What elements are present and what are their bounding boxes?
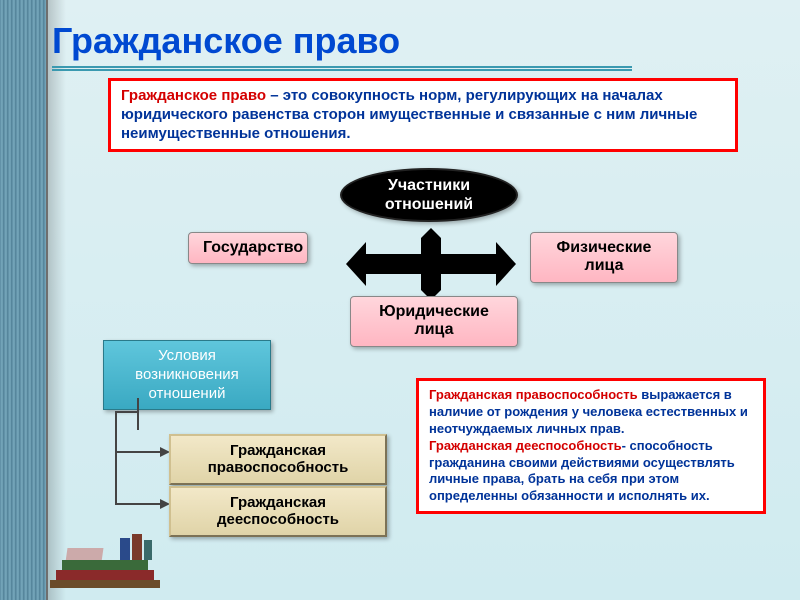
explanation-box: Гражданская правоспособность выражается … — [416, 378, 766, 514]
participants-root-label: Участники отношений — [342, 176, 516, 214]
active-capacity-label: Гражданская дееспособность — [217, 494, 339, 528]
page-title: Гражданское право — [52, 20, 400, 62]
node-legal-entities: Юридические лица — [350, 296, 518, 347]
book-spine — [0, 0, 46, 600]
exp-p2-lead: Гражданская дееспособность — [429, 438, 622, 453]
title-underline-2 — [52, 69, 632, 71]
exp-p1-lead: Гражданская правоспособность — [429, 387, 638, 402]
connector-lines — [102, 398, 172, 528]
conditions-root-label: Условия возникновения отношений — [135, 347, 239, 402]
node-legal-capacity: Гражданская правоспособность — [169, 434, 387, 485]
cross-arrows-icon — [346, 228, 516, 300]
node-active-capacity: Гражданская дееспособность — [169, 486, 387, 537]
node-state-label: Государство — [203, 239, 303, 256]
title-underline — [52, 66, 632, 68]
node-individuals-label: Физические лица — [557, 239, 652, 274]
books-icon — [50, 530, 170, 600]
participants-root-node: Участники отношений — [340, 168, 518, 222]
node-individuals: Физические лица — [530, 232, 678, 283]
legal-capacity-label: Гражданская правоспособность — [208, 442, 349, 476]
node-state: Государство — [188, 232, 308, 264]
definition-box: Гражданское право – это совокупность нор… — [108, 78, 738, 152]
definition-lead: Гражданское право — [121, 87, 266, 104]
node-legal-label: Юридические лица — [379, 303, 489, 338]
page-shadow — [46, 0, 66, 600]
